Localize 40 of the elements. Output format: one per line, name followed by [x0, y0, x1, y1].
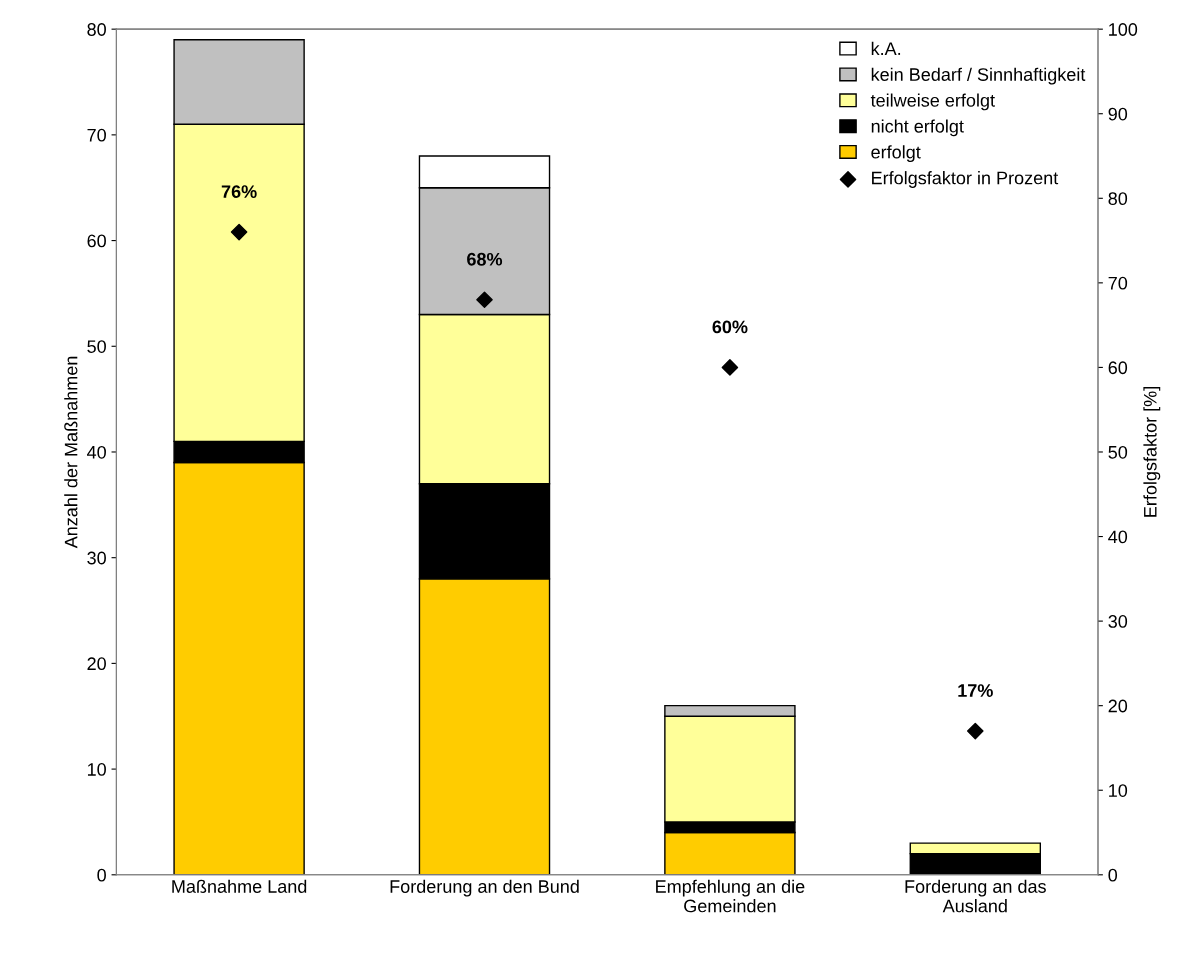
y2-tick-label: 90	[1108, 107, 1128, 121]
y2-tick-label: 60	[1108, 361, 1128, 375]
legend-label: k.A.	[871, 41, 901, 55]
y-tick-label: 0	[97, 868, 106, 882]
y2-tick-label: 70	[1108, 276, 1128, 290]
y-tick-label: 70	[87, 128, 106, 142]
data-label: 68%	[467, 252, 503, 266]
y-tick-label: 80	[87, 23, 106, 36]
y-tick-label: 20	[87, 657, 106, 671]
y2-tick-label: 50	[1108, 445, 1128, 459]
legend-label: nicht erfolgt	[871, 119, 964, 137]
y-tick-label: 10	[87, 763, 106, 776]
y2-axis-title: Erfolgsfaktor [%]	[1143, 387, 1161, 517]
x-tick-label: Empfehlung an die Gemeinden	[656, 879, 805, 913]
x-tick-label: Forderung an das Ausland	[905, 879, 1046, 913]
y2-tick-label: 40	[1108, 530, 1128, 544]
y-axis-title: Anzahl der Maßnahmen	[64, 356, 78, 549]
point	[476, 291, 493, 309]
point	[966, 722, 984, 740]
legend-label: erfolgt	[871, 145, 921, 163]
x-tick-label: Forderung an den Bund	[390, 879, 579, 897]
y-tick-label: 60	[87, 234, 106, 248]
point	[230, 223, 248, 241]
y2-tick-label: 10	[1109, 784, 1128, 797]
y-tick-label: 40	[87, 445, 106, 459]
y2-tick-label: 20	[1108, 699, 1128, 713]
legend-label: teilweise erfolgt	[870, 93, 995, 111]
y2-tick-label: 80	[1108, 192, 1128, 206]
y-tick-label: 50	[87, 340, 106, 353]
x-tick-label: Maßnahme Land	[172, 879, 307, 893]
legend-label: Erfolgsfaktor in Prozent	[872, 171, 1059, 188]
y2-tick-label: 0	[1108, 868, 1118, 882]
y2-tick-label: 100	[1109, 23, 1138, 36]
data-label: 60%	[712, 320, 748, 334]
data-label: 76%	[221, 185, 257, 198]
legend-label: kein Bedarf / Sinnhaftigkeit	[871, 67, 1086, 85]
y-tick-label: 30	[87, 551, 106, 565]
point	[721, 359, 739, 376]
y2-tick-label: 30	[1108, 615, 1128, 628]
data-label: 17%	[958, 684, 993, 697]
